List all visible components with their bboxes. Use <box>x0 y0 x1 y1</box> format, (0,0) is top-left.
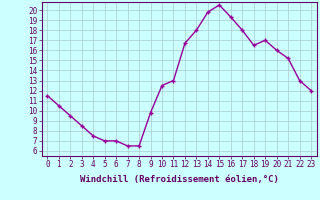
X-axis label: Windchill (Refroidissement éolien,°C): Windchill (Refroidissement éolien,°C) <box>80 175 279 184</box>
